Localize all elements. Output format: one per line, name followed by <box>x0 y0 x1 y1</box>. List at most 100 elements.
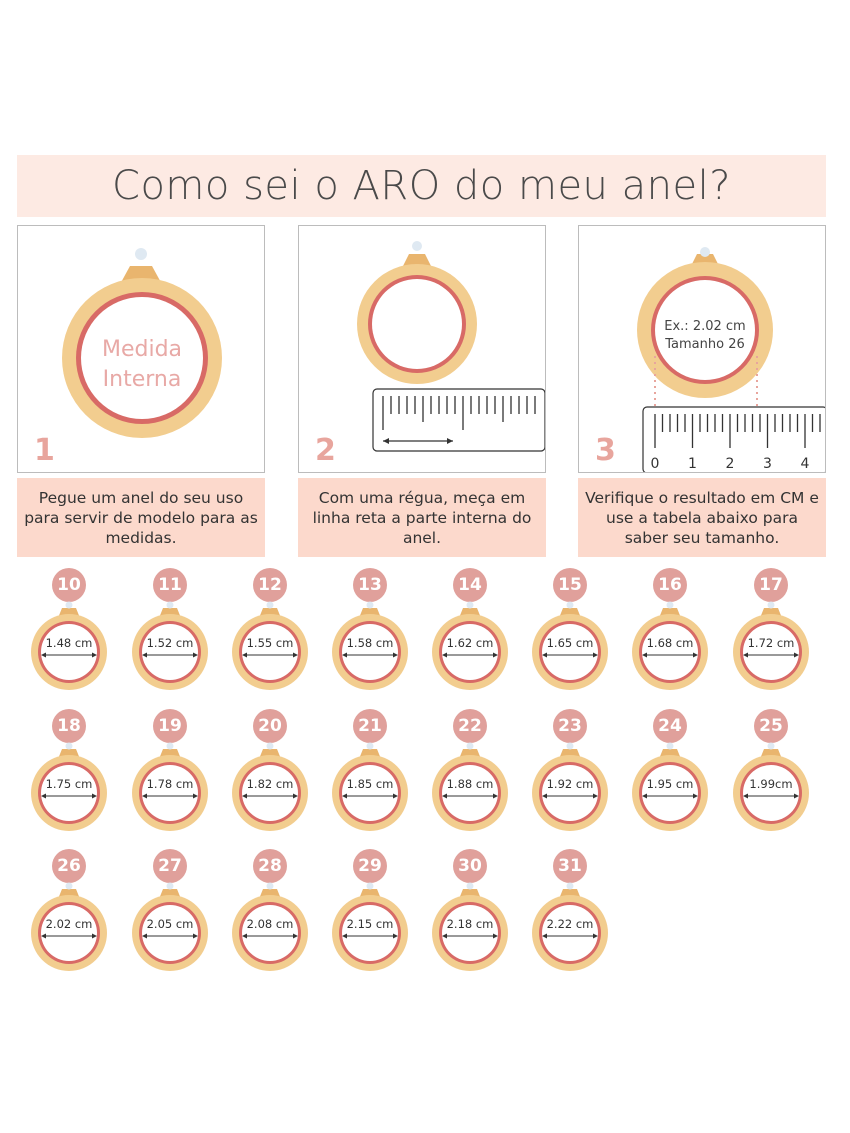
ring-icon <box>31 742 107 831</box>
size-item: 26 2.02 cm <box>24 849 114 979</box>
ring-icon <box>232 882 308 971</box>
ring-ruler-illustration <box>357 241 545 452</box>
size-item: 15 1.65 cm <box>525 568 615 698</box>
size-measure: 2.02 cm <box>45 917 93 931</box>
ring-icon <box>31 882 107 971</box>
ring-icon <box>733 601 809 690</box>
size-measure: 1.58 cm <box>346 636 394 650</box>
ring-icon <box>632 601 708 690</box>
size-item: 16 1.68 cm <box>625 568 715 698</box>
size-badge: 20 <box>253 709 287 743</box>
size-measure: 2.22 cm <box>546 917 594 931</box>
ring-icon <box>532 882 608 971</box>
size-badge: 31 <box>553 849 587 883</box>
size-item: 23 1.92 cm <box>525 709 615 839</box>
ring-icon <box>532 601 608 690</box>
step-3-caption: Verifique o resultado em CM e use a tabe… <box>578 478 826 557</box>
size-badge: 12 <box>253 568 287 602</box>
ring-result-illustration: Ex.: 2.02 cm Tamanho 26 0 1 2 3 4 <box>637 247 825 472</box>
ring-illustration: Medida Interna <box>62 248 222 438</box>
size-badge: 25 <box>754 709 788 743</box>
size-badge: 23 <box>553 709 587 743</box>
size-badge: 22 <box>453 709 487 743</box>
size-badge: 29 <box>353 849 387 883</box>
size-measure: 2.15 cm <box>346 917 394 931</box>
size-measure: 1.52 cm <box>146 636 194 650</box>
size-measure: 2.05 cm <box>146 917 194 931</box>
size-measure: 1.78 cm <box>146 777 194 791</box>
size-item: 11 1.52 cm <box>125 568 215 698</box>
size-item: 17 1.72 cm <box>726 568 816 698</box>
ring-icon <box>432 601 508 690</box>
ruler-label: 0 <box>651 456 660 472</box>
size-badge: 13 <box>353 568 387 602</box>
ruler-label: 2 <box>726 456 735 472</box>
size-item: 20 1.82 cm <box>225 709 315 839</box>
size-measure: 1.48 cm <box>45 636 93 650</box>
step-2-caption: Com uma régua, meça em linha reta a part… <box>298 478 546 557</box>
size-item: 13 1.58 cm <box>325 568 415 698</box>
size-item: 21 1.85 cm <box>325 709 415 839</box>
size-badge: 21 <box>353 709 387 743</box>
page-title: Como sei o ARO do meu anel? <box>112 163 731 209</box>
size-measure: 2.08 cm <box>246 917 294 931</box>
ring-icon <box>733 742 809 831</box>
size-badge: 14 <box>453 568 487 602</box>
size-item: 22 1.88 cm <box>425 709 515 839</box>
size-badge: 28 <box>253 849 287 883</box>
size-item: 29 2.15 cm <box>325 849 415 979</box>
size-badge: 10 <box>52 568 86 602</box>
size-badge: 26 <box>52 849 86 883</box>
size-badge: 24 <box>653 709 687 743</box>
ring-icon <box>632 742 708 831</box>
size-measure: 2.18 cm <box>446 917 494 931</box>
size-badge: 15 <box>553 568 587 602</box>
size-item: 30 2.18 cm <box>425 849 515 979</box>
ring-icon <box>432 742 508 831</box>
size-item: 10 1.48 cm <box>24 568 114 698</box>
ring-icon <box>332 742 408 831</box>
ruler <box>642 406 825 472</box>
size-badge: 16 <box>653 568 687 602</box>
size-badge: 17 <box>754 568 788 602</box>
size-measure: 1.88 cm <box>446 777 494 791</box>
size-measure: 1.62 cm <box>446 636 494 650</box>
step-3-panel: Ex.: 2.02 cm Tamanho 26 0 1 2 3 4 3 <box>578 225 826 473</box>
size-measure: 1.55 cm <box>246 636 294 650</box>
size-measure: 1.72 cm <box>747 636 795 650</box>
ruler-label: 1 <box>688 456 697 472</box>
size-measure: 1.68 cm <box>646 636 694 650</box>
size-measure: 1.95 cm <box>646 777 694 791</box>
ruler <box>372 388 545 452</box>
size-measure: 1.65 cm <box>546 636 594 650</box>
size-badge: 30 <box>453 849 487 883</box>
ring-icon <box>232 742 308 831</box>
ring-text-2: Interna <box>103 367 182 392</box>
ring-icon <box>132 742 208 831</box>
step-number: 1 <box>34 433 55 468</box>
example-measure: Ex.: 2.02 cm <box>664 319 745 334</box>
size-item: 18 1.75 cm <box>24 709 114 839</box>
ring-icon <box>432 882 508 971</box>
diamond-icon <box>135 248 147 260</box>
step-1-panel: Medida Interna 1 <box>17 225 265 473</box>
step-2-panel: 2 <box>298 225 546 473</box>
ring-icon <box>532 742 608 831</box>
size-item: 27 2.05 cm <box>125 849 215 979</box>
size-item: 12 1.55 cm <box>225 568 315 698</box>
ruler-label: 4 <box>801 456 810 472</box>
size-measure: 1.92 cm <box>546 777 594 791</box>
size-item: 31 2.22 cm <box>525 849 615 979</box>
size-measure: 1.85 cm <box>346 777 394 791</box>
ring-text-1: Medida <box>102 337 182 362</box>
diamond-icon <box>412 241 422 251</box>
size-item: 25 1.99cm <box>726 709 816 839</box>
size-badge: 27 <box>153 849 187 883</box>
title-band: Como sei o ARO do meu anel? <box>17 155 826 217</box>
size-item: 24 1.95 cm <box>625 709 715 839</box>
ring-icon <box>132 882 208 971</box>
ruler-label: 3 <box>763 456 772 472</box>
step-1-caption: Pegue um anel do seu uso para servir de … <box>17 478 265 557</box>
size-badge: 18 <box>52 709 86 743</box>
